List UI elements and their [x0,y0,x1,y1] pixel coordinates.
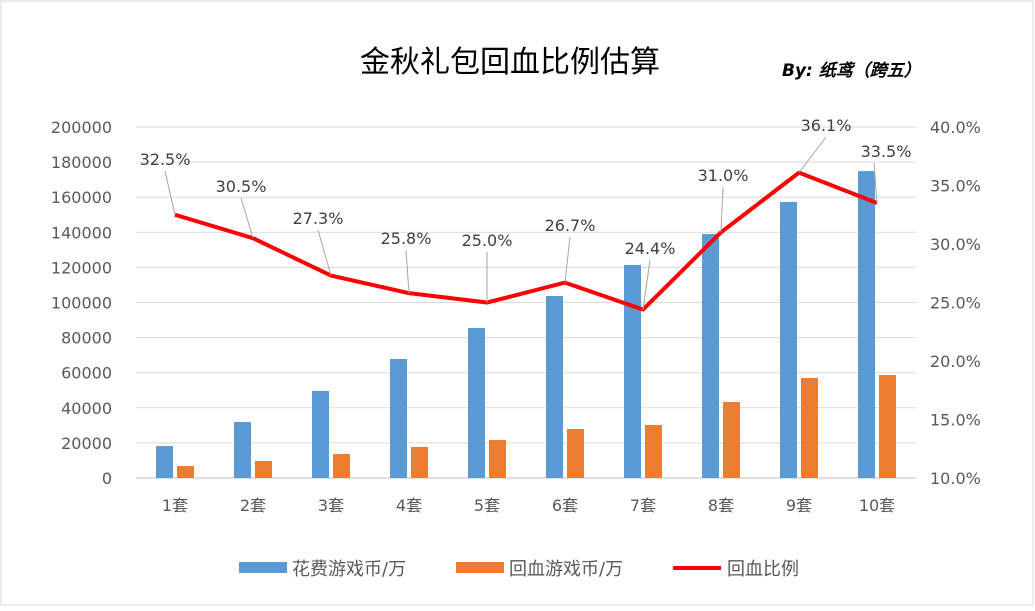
ratio-data-label: 25.0% [462,231,513,250]
legend-swatch-return [456,562,504,573]
data-label-leader [317,229,332,276]
bar-spend [702,234,719,478]
ratio-line [174,170,878,312]
bar-return [255,460,272,478]
ratio-data-label: 31.0% [698,166,749,185]
legend-swatch-spend [239,562,287,573]
ratio-data-label: 25.8% [381,229,432,248]
bar-return [177,466,194,478]
bar-return [411,446,428,478]
ratio-data-label: 32.5% [140,150,191,169]
bar-return [723,402,740,478]
data-label-leader [240,197,254,239]
bar-spend [312,390,329,478]
data-label-leader [405,249,410,294]
legend-label-return: 回血游戏币/万 [509,559,623,580]
bar-return [333,453,350,478]
bar-spend [546,296,563,478]
left-tick-label: 100000 [51,294,112,313]
bar-spend [858,171,875,478]
left-tick-label: 140000 [51,223,112,242]
bar-spend [156,446,173,478]
bar-return [567,429,584,478]
bar-spend [780,201,797,478]
ratio-data-label: 24.4% [625,239,676,258]
x-tick-label: 1套 [162,496,188,515]
x-tick-label: 4套 [396,496,422,515]
left-tick-label: 20000 [61,434,112,453]
ratio-data-label: 36.1% [801,116,852,135]
ratio-data-label: 33.5% [861,142,912,161]
data-label-leader [720,186,724,233]
x-tick-label: 8套 [708,496,734,515]
right-tick-label: 10.0% [930,469,981,488]
data-label-leader [642,259,651,310]
ratio-data-label: 30.5% [216,177,267,196]
x-tick-label: 2套 [240,496,266,515]
chart-title: 金秋礼包回血比例估算 [360,45,660,80]
left-tick-label: 80000 [61,329,112,348]
right-tick-label: 35.0% [930,177,981,196]
legend-label-spend: 花费游戏币/万 [292,559,406,580]
bar-return [879,374,896,478]
data-label-leader [798,136,827,173]
data-label-leader [873,162,878,204]
bar-spend [390,359,407,478]
left-tick-label: 0 [102,469,112,488]
ratio-data-label: 26.7% [545,216,596,235]
right-tick-label: 20.0% [930,352,981,371]
bar-return [489,439,506,478]
left-tick-label: 160000 [51,188,112,207]
left-tick-label: 200000 [51,118,112,137]
chart-byline: By: 纸鸢（跨五） [782,61,921,81]
right-tick-label: 15.0% [930,411,981,430]
left-tick-label: 60000 [61,364,112,383]
right-tick-label: 40.0% [930,118,981,137]
data-label-leader [164,170,176,215]
x-tick-label: 10套 [859,496,895,515]
bar-return [645,424,662,478]
bar-spend [468,327,485,478]
right-tick-label: 25.0% [930,294,981,313]
bar-spend [234,422,251,478]
left-tick-label: 120000 [51,258,112,277]
x-tick-label: 3套 [318,496,344,515]
right-tick-label: 30.0% [930,235,981,254]
data-label-leader [564,236,571,283]
x-tick-label: 5套 [474,496,500,515]
left-tick-label: 180000 [51,153,112,172]
left-tick-label: 40000 [61,399,112,418]
x-tick-label: 6套 [552,496,578,515]
x-tick-label: 7套 [630,496,656,515]
legend-label-ratio: 回血比例 [727,559,799,580]
x-tick-label: 9套 [786,496,812,515]
bar-spend [624,264,641,478]
bar-return [801,377,818,478]
ratio-data-label: 27.3% [293,209,344,228]
